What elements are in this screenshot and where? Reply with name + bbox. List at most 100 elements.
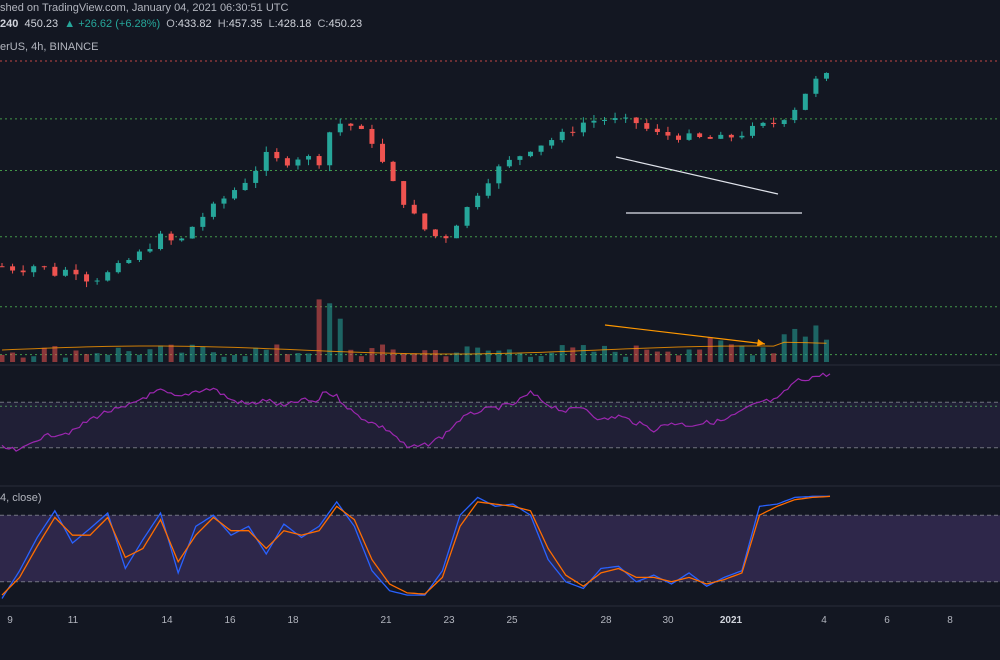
volume-bar <box>369 348 375 362</box>
volume-bar <box>73 350 79 362</box>
volume-bar <box>517 352 523 362</box>
candle-body <box>443 236 449 239</box>
volume-bar <box>168 344 174 362</box>
candle-body <box>306 156 312 160</box>
candle-body <box>200 216 206 227</box>
candle-body <box>358 125 364 129</box>
candle-body <box>348 123 354 126</box>
candle-body <box>506 159 512 167</box>
candle-body <box>210 203 216 217</box>
volume-bar <box>728 344 734 362</box>
candle-body <box>739 135 745 138</box>
candle-body <box>580 122 586 133</box>
candle-body <box>189 226 195 239</box>
volume-bar <box>475 347 481 362</box>
x-tick-label: 23 <box>443 615 455 626</box>
arrow-head-icon <box>757 339 765 346</box>
x-tick-label: 30 <box>662 615 674 626</box>
volume-bar <box>136 354 142 362</box>
volume-bar <box>580 345 586 362</box>
volume-bar <box>612 351 618 362</box>
low-value: 428.18 <box>277 18 312 30</box>
candle-body <box>337 123 343 133</box>
candle-body <box>623 117 629 119</box>
candle-body <box>126 259 132 264</box>
volume-bar <box>549 352 555 362</box>
candle-body <box>665 131 671 136</box>
x-tick-label: 14 <box>161 615 173 626</box>
candle-body <box>633 117 639 124</box>
volume-bar <box>654 351 660 362</box>
volume-bar <box>62 357 68 362</box>
candle-body <box>802 93 808 110</box>
volume-bar <box>274 344 280 362</box>
candle-body <box>31 266 37 273</box>
symbol-line: erUS, 4h, BINANCE <box>0 41 99 53</box>
candle-body <box>242 182 248 191</box>
x-tick-label: 25 <box>506 615 518 626</box>
high-label: H: <box>217 18 229 30</box>
volume-bar <box>443 356 449 362</box>
candle-body <box>369 128 375 144</box>
volume-bar <box>760 347 766 362</box>
candle-body <box>158 233 164 250</box>
volume-bar <box>485 350 491 362</box>
candle-body <box>94 280 100 282</box>
volume-bar <box>126 351 132 362</box>
candle-body <box>168 233 174 241</box>
candle-body <box>380 143 386 162</box>
candle-body <box>686 133 692 140</box>
volume-bar <box>411 353 417 362</box>
volume-bar <box>179 352 185 362</box>
candle-body <box>707 137 713 139</box>
volume-bar <box>771 353 777 362</box>
volume-bar <box>686 349 692 362</box>
volume-bar <box>115 347 121 362</box>
candle-body <box>792 109 798 121</box>
volume-bar <box>633 345 639 362</box>
candle-body <box>654 128 660 132</box>
volume-ma-line <box>1 341 827 355</box>
volume-trend-arrow <box>604 324 766 345</box>
rsi-line <box>1 372 831 452</box>
candle-body <box>327 132 333 166</box>
volume-bar <box>591 351 597 362</box>
stoch-k-line <box>1 495 830 599</box>
volume-bar <box>189 344 195 362</box>
volume-bar <box>348 349 354 362</box>
candle-body <box>115 263 121 273</box>
volume-bar <box>602 345 608 362</box>
open-label: O: <box>166 18 178 30</box>
volume-bar <box>570 347 576 362</box>
volume-bar <box>158 345 164 362</box>
candle-body <box>62 269 68 276</box>
volume-bar <box>105 354 111 362</box>
volume-bar <box>52 346 58 362</box>
volume-bar <box>242 356 248 362</box>
candle-body <box>221 198 227 204</box>
x-tick-label: 6 <box>884 615 890 626</box>
candle-body <box>401 181 407 205</box>
high-value: 457.35 <box>228 18 263 30</box>
volume-bar <box>358 356 364 362</box>
candle-body <box>274 151 280 159</box>
candle-body <box>813 78 819 94</box>
volume-bar <box>295 353 301 362</box>
volume-bar <box>390 349 396 362</box>
candle-body <box>612 118 618 120</box>
candle-body <box>771 122 777 125</box>
volume-bar <box>644 349 650 362</box>
x-tick-label: 21 <box>380 615 392 626</box>
published-line: shed on TradingView.com, January 04, 202… <box>0 2 289 14</box>
volume-bar <box>41 347 47 362</box>
candle-body <box>295 159 301 166</box>
candle-body <box>136 251 142 260</box>
volume-bar <box>718 340 724 362</box>
x-tick-label: 28 <box>600 615 612 626</box>
chart-header: shed on TradingView.com, January 04, 202… <box>0 0 1000 60</box>
close-label: C: <box>317 18 329 30</box>
x-tick-label: 18 <box>287 615 299 626</box>
candle-body <box>781 120 787 125</box>
volume-bar <box>675 355 681 362</box>
